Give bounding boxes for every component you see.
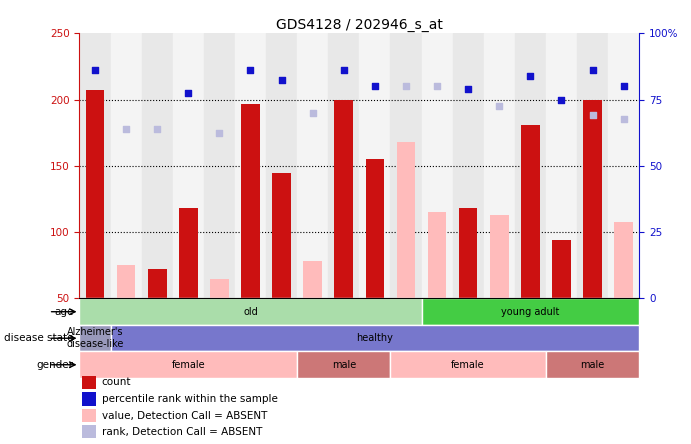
Bar (297, 352, 390, 378)
Bar (334, 99, 353, 298)
Bar (453, 33, 484, 298)
Point (587, 67, 598, 74)
Bar (359, 33, 390, 298)
Point (151, 125, 162, 132)
Text: disease state: disease state (4, 333, 74, 343)
Bar (82, 376, 96, 389)
Bar (82, 392, 96, 406)
Point (307, 109, 318, 116)
Point (493, 103, 504, 110)
Point (462, 85, 473, 92)
Bar (79, 352, 297, 378)
Bar (583, 99, 602, 298)
Point (556, 96, 567, 103)
Bar (111, 33, 142, 298)
Bar (303, 262, 322, 298)
Text: female: female (171, 360, 205, 370)
Bar (179, 208, 198, 298)
Bar (241, 103, 260, 298)
Bar (82, 425, 96, 438)
Point (245, 67, 256, 74)
Bar (422, 33, 453, 298)
Bar (79, 325, 111, 352)
Bar (117, 266, 135, 298)
Title: GDS4128 / 202946_s_at: GDS4128 / 202946_s_at (276, 18, 443, 32)
Text: female: female (451, 360, 485, 370)
Bar (297, 33, 328, 298)
Bar (608, 33, 639, 298)
Bar (86, 90, 104, 298)
Bar (390, 352, 546, 378)
Bar (614, 222, 633, 298)
Text: male: male (580, 360, 605, 370)
Bar (515, 33, 546, 298)
Point (89, 67, 101, 74)
Bar (79, 33, 111, 298)
Text: gender: gender (37, 360, 74, 370)
Bar (210, 278, 229, 298)
Point (587, 112, 598, 119)
Bar (272, 173, 291, 298)
Bar (422, 298, 639, 325)
Bar (546, 33, 577, 298)
Text: rank, Detection Call = ABSENT: rank, Detection Call = ABSENT (102, 427, 262, 436)
Text: healthy: healthy (357, 333, 393, 343)
Text: value, Detection Call = ABSENT: value, Detection Call = ABSENT (102, 411, 267, 420)
Point (369, 83, 380, 90)
Bar (484, 33, 515, 298)
Bar (266, 33, 297, 298)
Bar (428, 212, 446, 298)
Point (182, 89, 193, 96)
Bar (204, 33, 235, 298)
Bar (521, 125, 540, 298)
Point (431, 83, 442, 90)
Point (618, 83, 629, 90)
Text: age: age (55, 307, 74, 317)
Point (618, 116, 629, 123)
Point (524, 72, 536, 79)
Point (276, 76, 287, 83)
Point (338, 67, 349, 74)
Bar (235, 33, 266, 298)
Bar (148, 270, 167, 298)
Bar (82, 409, 96, 422)
Bar (366, 159, 384, 298)
Bar (490, 215, 509, 298)
Text: young adult: young adult (501, 307, 560, 317)
Bar (577, 33, 608, 298)
Bar (173, 33, 204, 298)
Bar (79, 298, 422, 325)
Bar (390, 33, 422, 298)
Bar (459, 208, 477, 298)
Text: Alzheimer's
disease-like: Alzheimer's disease-like (66, 327, 124, 349)
Bar (397, 142, 415, 298)
Bar (546, 352, 639, 378)
Bar (142, 33, 173, 298)
Bar (328, 33, 359, 298)
Point (400, 83, 411, 90)
Bar (552, 240, 571, 298)
Text: male: male (332, 360, 356, 370)
Point (120, 125, 131, 132)
Text: old: old (243, 307, 258, 317)
Text: count: count (102, 377, 131, 387)
Text: percentile rank within the sample: percentile rank within the sample (102, 394, 278, 404)
Point (214, 129, 225, 136)
